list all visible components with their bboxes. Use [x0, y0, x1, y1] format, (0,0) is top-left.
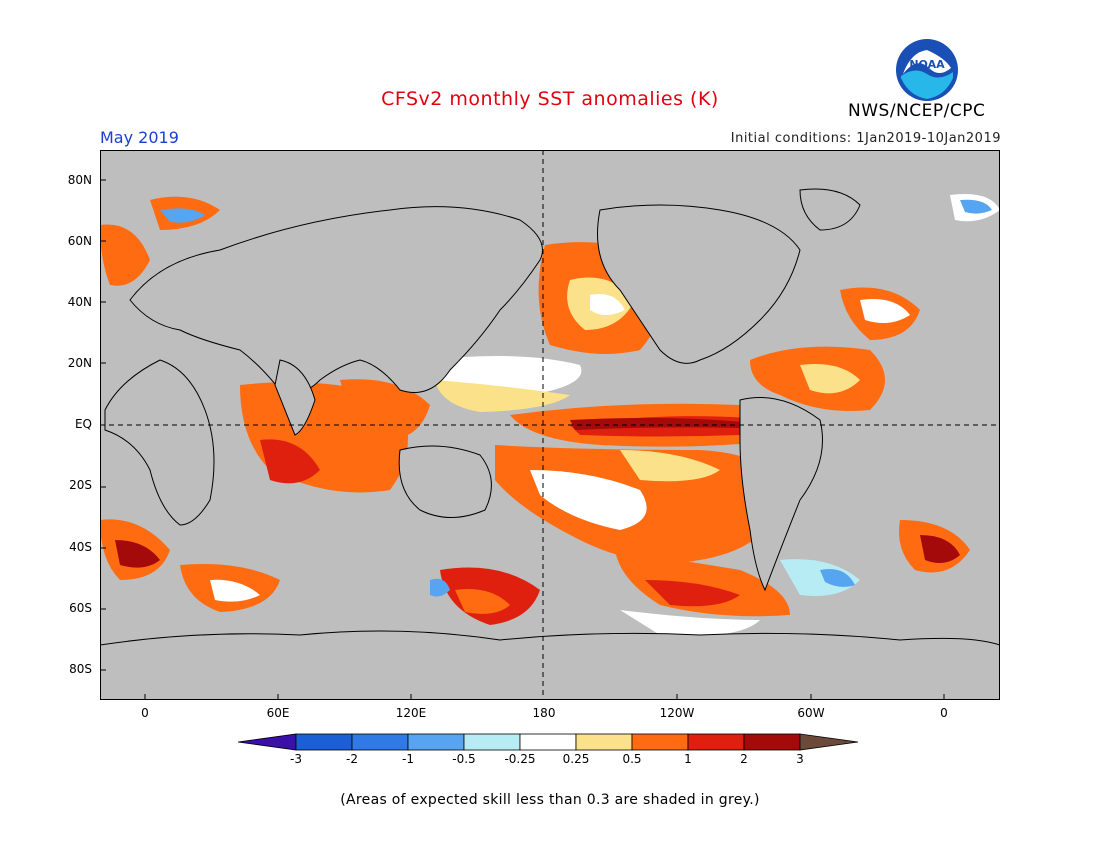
- colorbar-segment: [295, 733, 353, 751]
- noaa-logo: NOAA: [896, 39, 958, 101]
- colorbar-segment: [687, 733, 745, 751]
- colorbar-segment: [799, 733, 859, 751]
- sst-anomaly-map: [100, 150, 1000, 700]
- lon-label-60e: 60E: [266, 706, 290, 720]
- lat-label-80n: 80N: [67, 173, 92, 187]
- colorbar-label: -0.5: [452, 752, 476, 766]
- lon-label-0: 0: [141, 706, 149, 720]
- chart-title: CFSv2 monthly SST anomalies (K): [381, 88, 719, 110]
- map-frame: [100, 150, 1000, 700]
- lat-label-eq: EQ: [74, 417, 92, 431]
- colorbar: [238, 733, 859, 751]
- colorbar-segment: [743, 733, 801, 751]
- colorbar-segment: [407, 733, 465, 751]
- lon-label-120e: 120E: [395, 706, 427, 720]
- initial-conditions: Initial conditions: 1Jan2019-10Jan2019: [730, 131, 1001, 146]
- forecast-month: May 2019: [100, 128, 179, 147]
- colorbar-label: 1: [684, 752, 692, 766]
- colorbar-label: -2: [346, 752, 358, 766]
- continent-outlines: [100, 188, 1000, 700]
- colorbar-label: 2: [740, 752, 748, 766]
- colorbar-segment: [238, 733, 297, 751]
- colorbar-segment: [351, 733, 409, 751]
- lat-label-80s: 80S: [69, 662, 92, 676]
- lon-label-0-east: 0: [940, 706, 948, 720]
- colorbar-segment: [519, 733, 577, 751]
- lon-label-180: 180: [532, 706, 556, 720]
- lat-label-60n: 60N: [67, 234, 92, 248]
- colorbar-label: -3: [290, 752, 302, 766]
- lat-label-40s: 40S: [69, 540, 92, 554]
- lat-label-40n: 40N: [67, 295, 92, 309]
- colorbar-segment: [463, 733, 521, 751]
- lat-label-20s: 20S: [69, 478, 92, 492]
- colorbar-label: -0.25: [504, 752, 536, 766]
- logo-text: NOAA: [909, 58, 945, 71]
- colorbar-label: 0.25: [562, 752, 590, 766]
- lat-label-60s: 60S: [69, 601, 92, 615]
- colorbar-label: 0.5: [622, 752, 642, 766]
- lon-label-60w: 60W: [797, 706, 825, 720]
- colorbar-segment: [575, 733, 633, 751]
- lon-label-120w: 120W: [659, 706, 695, 720]
- agency-label: NWS/NCEP/CPC: [848, 101, 986, 121]
- colorbar-label: -1: [402, 752, 414, 766]
- colorbar-label: 3: [796, 752, 804, 766]
- colorbar-segment: [631, 733, 689, 751]
- lat-label-20n: 20N: [67, 356, 92, 370]
- footnote: (Areas of expected skill less than 0.3 a…: [340, 792, 760, 808]
